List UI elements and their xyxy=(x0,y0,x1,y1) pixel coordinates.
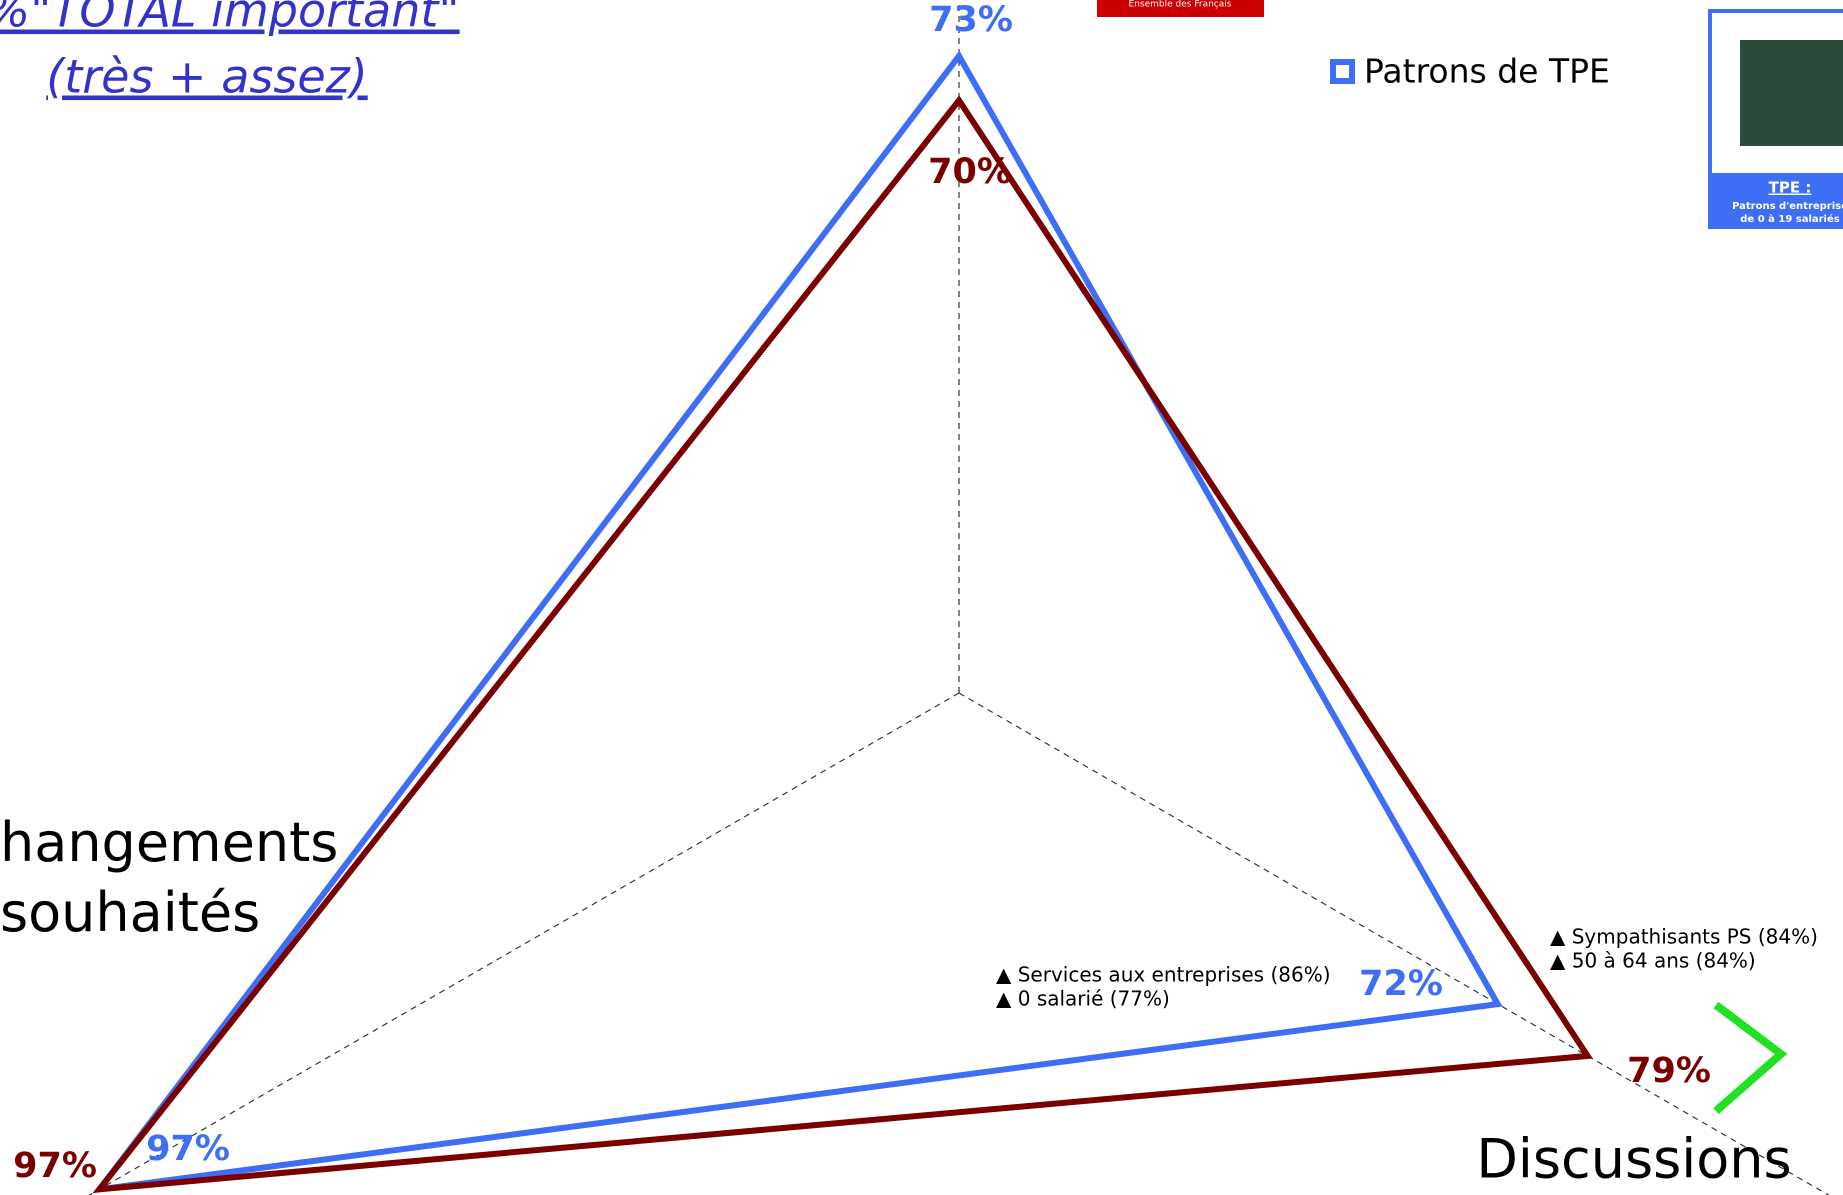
data-label: 79% xyxy=(1627,1051,1711,1091)
radar-line xyxy=(92,95,1593,1193)
data-label: 72% xyxy=(1359,964,1443,1004)
legend-swatch xyxy=(1330,59,1355,84)
radar-line xyxy=(92,50,1503,1194)
chart-title: %"TOTAL important" xyxy=(0,0,460,38)
legend-label: Ensemble des Français xyxy=(1129,0,1232,10)
badge-title: TPE : xyxy=(1769,179,1812,197)
chevron xyxy=(1713,1001,1788,1115)
annotation: ▲ 50 à 64 ans (84%) xyxy=(1550,949,1756,973)
badge-text: Patrons d'entreprise xyxy=(1732,201,1843,212)
axis-category-label: Discussions xyxy=(1476,1128,1791,1191)
chart-subtitle: (très + assez) xyxy=(46,50,367,104)
data-label: 70% xyxy=(928,152,1012,192)
data-label: 73% xyxy=(929,0,1013,40)
data-label: 97% xyxy=(146,1129,230,1169)
legend-box-red xyxy=(1097,0,1264,17)
data-label: 97% xyxy=(13,1146,97,1186)
annotation: ▲ Sympathisants PS (84%) xyxy=(1550,925,1818,949)
legend-label: Patrons de TPE xyxy=(1364,52,1610,91)
axis-line xyxy=(958,692,1830,1195)
axis-category-label: hangements souhaités xyxy=(0,811,339,944)
annotation: ▲ Services aux entreprises (86%) xyxy=(996,963,1331,987)
badge-text: de 0 à 19 salariés xyxy=(1740,213,1840,225)
axis-line xyxy=(88,692,960,1195)
badge-caption-bg xyxy=(1708,173,1843,229)
badge-photo xyxy=(1740,40,1843,146)
annotation: ▲ 0 salarié (77%) xyxy=(996,987,1170,1011)
